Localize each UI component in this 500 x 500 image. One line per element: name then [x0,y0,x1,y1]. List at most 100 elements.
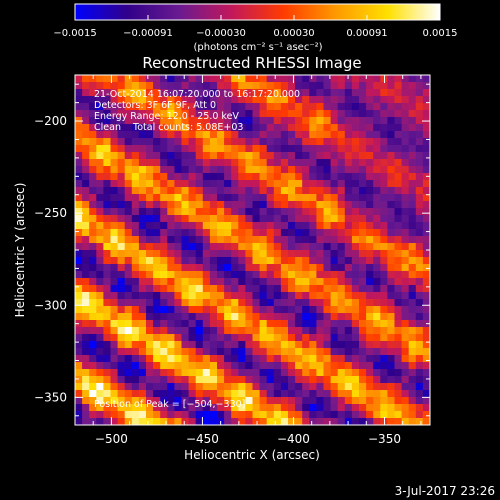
heatmap-cell [280,236,289,244]
heatmap-cell [302,250,310,258]
heatmap-cell [380,411,388,419]
heatmap-cell [373,117,381,125]
heatmap-cell [408,306,417,314]
heatmap-cell [380,110,388,118]
heatmap-cell [124,418,133,425]
heatmap-cell [273,341,282,349]
heatmap-cell [202,250,211,258]
heatmap-cell [238,278,246,286]
heatmap-cell [231,320,239,328]
heatmap-cell [422,299,430,307]
heatmap-cell [422,152,430,160]
heatmap-cell [330,166,339,174]
heatmap-cell [209,208,218,216]
heatmap-cell [231,187,239,195]
heatmap-cell [380,257,388,265]
heatmap-cell [252,89,261,97]
heatmap-cell [82,110,90,118]
heatmap-cell [103,299,112,307]
heatmap-cell [252,208,261,216]
heatmap-cell [373,236,381,244]
heatmap-cell [238,376,246,384]
heatmap-cell [217,327,225,335]
heatmap-cell [224,376,232,384]
heatmap-cell [202,278,211,286]
heatmap-cell [309,138,317,146]
heatmap-cell [415,250,424,258]
heatmap-cell [380,390,388,398]
heatmap-cell [82,145,90,153]
heatmap-cell [181,362,190,370]
heatmap-cell [359,264,367,272]
heatmap-cell [96,75,104,83]
heatmap-cell [366,152,374,160]
heatmap-cell [351,334,360,342]
heatmap-cell [117,222,126,230]
heatmap-cell [181,89,190,97]
heatmap-cell [266,236,275,244]
heatmap-cell [188,264,197,272]
heatmap-cell [266,376,275,384]
heatmap-cell [124,362,133,370]
heatmap-cell [359,348,367,356]
heatmap-cell [238,236,246,244]
heatmap-cell [209,180,218,188]
heatmap-cell [337,250,346,258]
heatmap-cell [174,75,183,83]
heatmap-cell [181,159,190,167]
heatmap-cell [280,257,289,265]
heatmap-cell [351,348,360,356]
heatmap-cell [337,145,346,153]
heatmap-cell [337,194,346,202]
y-axis: −350−300−250−200 [34,83,430,417]
heatmap-cell [202,201,211,209]
heatmap-cell [273,278,282,286]
heatmap-cell [231,194,239,202]
heatmap-cell [337,159,346,167]
heatmap-cell [366,334,374,342]
heatmap-cell [124,236,133,244]
heatmap-cell [181,124,190,132]
heatmap-cell [96,187,104,195]
heatmap-cell [181,355,190,363]
heatmap-cell [266,124,275,132]
heatmap-cell [195,82,204,90]
heatmap-cell [401,180,410,188]
heatmap-cell [110,215,119,223]
heatmap-cell [82,173,90,181]
heatmap-cell [89,103,97,111]
heatmap-cell [295,306,303,314]
heatmap-cell [309,117,317,125]
heatmap-cell [408,292,417,300]
heatmap-cell [103,201,112,209]
colorbar-tick-label: 0.00091 [346,28,387,39]
heatmap-cell [217,229,225,237]
heatmap-cell [131,404,140,412]
heatmap-cell [288,131,296,139]
heatmap-cell [344,110,353,118]
heatmap-cell [309,250,317,258]
heatmap-cell [89,334,97,342]
heatmap-cell [344,103,353,111]
heatmap-cell [75,306,83,314]
heatmap-cell [174,278,183,286]
heatmap-cell [415,306,424,314]
heatmap-cell [124,166,133,174]
heatmap-cell [366,327,374,335]
heatmap-cell [323,152,332,160]
heatmap-cell [103,264,112,272]
heatmap-cell [124,124,133,132]
heatmap-cell [351,383,360,391]
heatmap-cell [394,383,403,391]
heatmap-cell [202,194,211,202]
heatmap-cell [153,313,161,321]
heatmap-cell [415,313,424,321]
heatmap-cell [387,75,396,83]
heatmap-cell [231,124,239,132]
heatmap-cell [238,159,246,167]
heatmap-cell [188,117,197,125]
heatmap-cell [337,243,346,251]
heatmap-cell [181,250,190,258]
heatmap-cell [89,243,97,251]
heatmap-cell [422,82,430,90]
